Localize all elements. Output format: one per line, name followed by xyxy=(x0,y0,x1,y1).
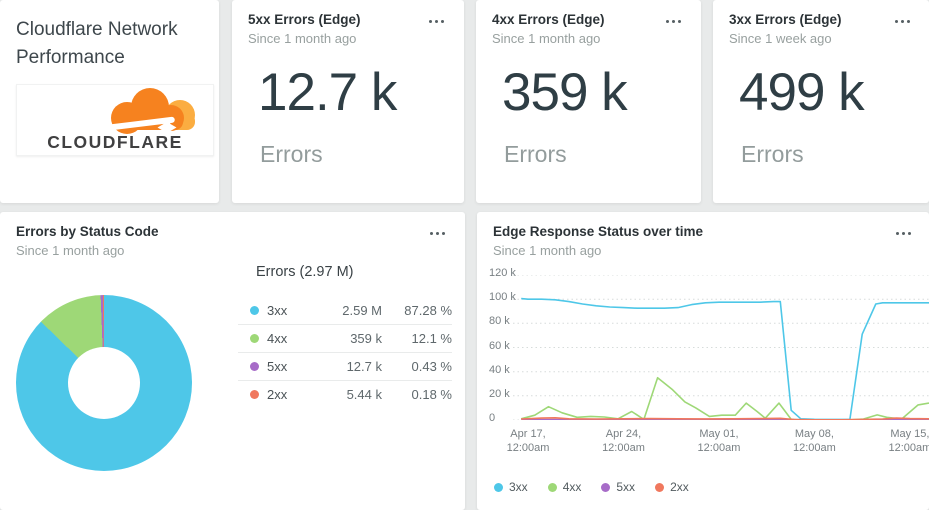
legend-item-3xx[interactable]: 3xx xyxy=(494,480,528,494)
status-table-header: Errors (2.97 M) xyxy=(256,264,354,280)
metric-unit-label: Errors xyxy=(741,141,804,167)
series-color-dot xyxy=(250,305,259,315)
x-axis-tick-label: May 01, 12:00am xyxy=(697,428,741,454)
y-axis-tick-label: 60 k xyxy=(489,339,510,352)
dashboard-title: Cloudflare Network Performance xyxy=(16,19,178,68)
overflow-menu-icon[interactable] xyxy=(666,20,681,23)
status-table-row[interactable]: 4xx 359 k 12.1 % xyxy=(238,324,452,352)
status-table-row[interactable]: 2xx 5.44 k 0.18 % xyxy=(238,380,452,408)
series-color-dot xyxy=(547,482,557,492)
panel-title: Errors by Status Code xyxy=(16,224,159,239)
status-count: 2.59 M xyxy=(342,302,382,318)
legend-item-2xx[interactable]: 2xx xyxy=(655,480,689,494)
legend-label: 4xx xyxy=(562,480,582,494)
metric-value: 359 k xyxy=(502,63,628,122)
series-color-dot xyxy=(494,482,503,492)
status-table: 3xx 2.59 M 87.28 % 4xx 359 k 12.1 % 5xx 12.7 k 0… xyxy=(238,296,452,408)
legend-label: 2xx xyxy=(670,480,689,494)
metric-card-title: 4xx Errors (Edge) xyxy=(492,12,605,27)
status-code-label: 3xx xyxy=(267,302,288,318)
series-color-dot xyxy=(655,482,665,492)
x-axis-tick-label: May 15, 12:00am xyxy=(888,428,929,454)
cloudflare-logo-text: CLOUDFLARE xyxy=(47,132,183,152)
metric-card-5xx: 5xx Errors (Edge) Since 1 month ago 12.7… xyxy=(232,0,464,203)
metric-value: 12.7 k xyxy=(258,63,397,122)
x-axis-tick-label: Apr 24, 12:00am xyxy=(602,428,645,454)
errors-by-status-panel: Errors by Status Code Since 1 month ago … xyxy=(0,212,465,510)
status-percent: 87.28 % xyxy=(404,302,452,318)
status-count: 12.7 k xyxy=(346,359,382,374)
metric-value: 499 k xyxy=(739,63,865,122)
y-axis-tick-label: 40 k xyxy=(489,363,510,376)
series-line-3xx xyxy=(521,297,929,420)
metric-card-subtitle: Since 1 month ago xyxy=(248,31,357,46)
metric-unit-label: Errors xyxy=(260,141,323,167)
series-line-4xx xyxy=(520,376,929,420)
status-code-label: 5xx xyxy=(267,359,288,374)
legend-item-4xx[interactable]: 4xx xyxy=(547,480,582,494)
metric-card-title: 3xx Errors (Edge) xyxy=(729,12,842,27)
y-axis-tick-label: 0 xyxy=(489,412,496,424)
metric-unit-label: Errors xyxy=(504,141,567,167)
panel-subtitle: Since 1 month ago xyxy=(16,243,125,258)
cloudflare-cloud-icon xyxy=(101,88,195,137)
status-table-row[interactable]: 5xx 12.7 k 0.43 % xyxy=(238,352,452,380)
overflow-menu-icon[interactable] xyxy=(895,20,910,23)
donut-chart[interactable] xyxy=(16,295,192,471)
status-percent: 12.1 % xyxy=(411,331,452,346)
y-axis-tick-label: 80 k xyxy=(489,315,510,328)
status-code-label: 4xx xyxy=(267,331,288,346)
overflow-menu-icon[interactable] xyxy=(896,232,911,235)
status-code-label: 2xx xyxy=(267,387,288,402)
edge-response-status-panel: Edge Response Status over time Since 1 m… xyxy=(477,212,929,510)
series-color-dot xyxy=(601,482,611,492)
panel-title: Edge Response Status over time xyxy=(493,224,704,239)
overflow-menu-icon[interactable] xyxy=(429,20,444,23)
status-percent: 0.18 % xyxy=(411,387,452,402)
timeseries-plot[interactable] xyxy=(513,275,929,420)
series-color-dot xyxy=(250,362,259,371)
metric-card-3xx: 3xx Errors (Edge) Since 1 week ago 499 k… xyxy=(713,0,929,203)
y-axis-tick-label: 100 k xyxy=(489,291,516,304)
status-table-row[interactable]: 3xx 2.59 M 87.28 % xyxy=(238,296,452,324)
status-count: 5.44 k xyxy=(346,387,382,402)
legend-label: 3xx xyxy=(509,480,528,494)
y-axis-tick-label: 120 k xyxy=(489,267,516,279)
cloudflare-logo: CLOUDFLARE xyxy=(16,84,214,156)
status-percent: 0.43 % xyxy=(411,359,452,374)
overflow-menu-icon[interactable] xyxy=(430,232,445,235)
panel-subtitle: Since 1 month ago xyxy=(493,243,602,258)
metric-card-subtitle: Since 1 month ago xyxy=(492,31,601,46)
metric-card-4xx: 4xx Errors (Edge) Since 1 month ago 359 … xyxy=(476,0,701,203)
legend-label: 5xx xyxy=(616,480,636,494)
metric-card-title: 5xx Errors (Edge) xyxy=(248,12,361,27)
y-axis-tick-label: 20 k xyxy=(489,387,510,400)
x-axis-tick-label: May 08, 12:00am xyxy=(793,428,836,454)
status-count: 359 k xyxy=(350,331,382,346)
series-color-dot xyxy=(250,334,259,343)
metric-card-subtitle: Since 1 week ago xyxy=(729,31,832,46)
dashboard-title-card: Cloudflare Network Performance CLOUDFLAR… xyxy=(0,0,219,203)
x-axis-tick-label: Apr 17, 12:00am xyxy=(506,428,550,454)
timeseries-legend: 3xx 4xx 5xx 2xx xyxy=(494,480,689,494)
legend-item-5xx[interactable]: 5xx xyxy=(601,480,635,494)
series-color-dot xyxy=(250,390,259,399)
cloudflare-logo-image: CLOUDFLARE xyxy=(47,88,195,152)
series-line-2xx xyxy=(521,417,929,420)
